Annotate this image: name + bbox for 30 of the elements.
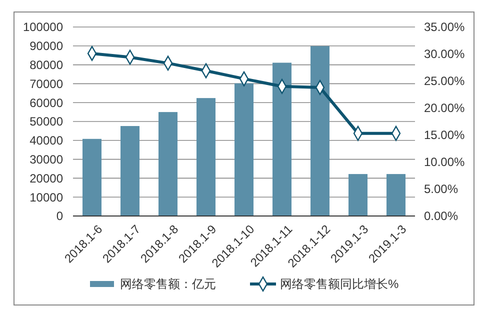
y-tick-label: 40000 bbox=[30, 134, 64, 148]
y-tick-label: 10000 bbox=[30, 190, 64, 204]
legend-label: 网络零售额同比增长% bbox=[280, 277, 399, 292]
y2-tick-label: 30.00% bbox=[424, 47, 466, 62]
y2-tick-label: 5.00% bbox=[424, 182, 458, 196]
y2-tick-label: 0.00% bbox=[424, 209, 458, 224]
y2-tick-label: 25.00% bbox=[424, 74, 466, 88]
y-tick-label: 80000 bbox=[30, 58, 64, 72]
bar bbox=[386, 174, 406, 216]
y-tick-label: 0 bbox=[56, 209, 64, 224]
y-tick-label: 90000 bbox=[30, 39, 64, 54]
bar bbox=[348, 174, 368, 216]
y2-tick-label: 10.00% bbox=[424, 155, 466, 170]
y-tick-label: 60000 bbox=[30, 96, 64, 110]
bar bbox=[158, 112, 178, 216]
y2-tick-label: 15.00% bbox=[424, 128, 466, 142]
y-tick-label: 20000 bbox=[30, 171, 64, 186]
bar bbox=[272, 62, 292, 216]
bar bbox=[196, 98, 216, 216]
legend-label: 网络零售额：亿元 bbox=[120, 277, 216, 292]
y-tick-label: 70000 bbox=[30, 76, 64, 91]
y2-tick-label: 20.00% bbox=[424, 101, 466, 116]
y-tick-label: 100000 bbox=[22, 20, 64, 34]
y2-tick-label: 35.00% bbox=[424, 20, 466, 34]
bar bbox=[234, 83, 254, 216]
bar bbox=[310, 46, 330, 216]
bar bbox=[82, 138, 102, 216]
bar bbox=[120, 126, 140, 216]
y-tick-label: 30000 bbox=[30, 152, 64, 166]
y-tick-label: 50000 bbox=[30, 114, 64, 129]
